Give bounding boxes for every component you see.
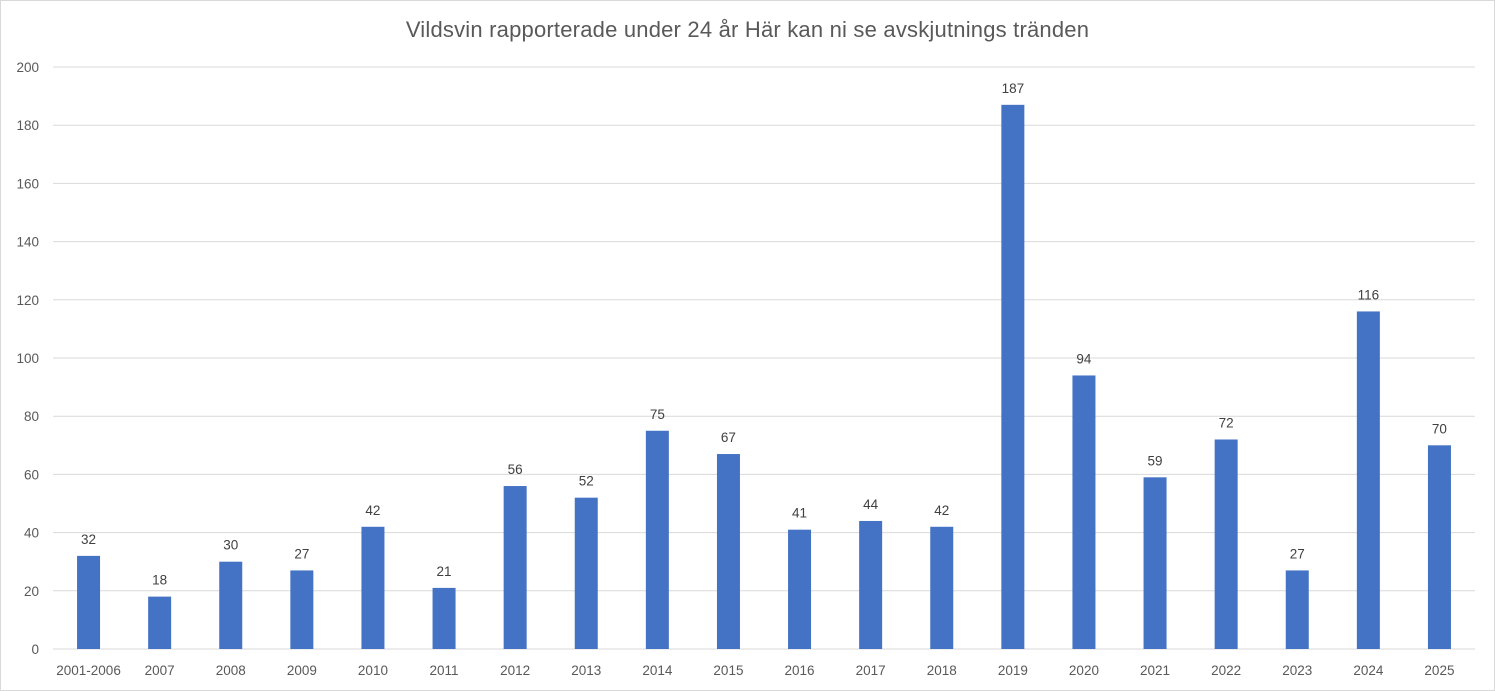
bar-2010 bbox=[361, 526, 385, 649]
y-tick-label: 180 bbox=[16, 118, 39, 133]
bar-2025 bbox=[1427, 445, 1451, 649]
bar-2001-2006 bbox=[77, 555, 101, 649]
data-label: 59 bbox=[1148, 453, 1163, 468]
x-tick-label: 2019 bbox=[998, 663, 1028, 678]
bar-2011 bbox=[432, 587, 456, 649]
bar-2007 bbox=[148, 596, 172, 649]
bar-2023 bbox=[1285, 570, 1309, 649]
y-tick-label: 140 bbox=[16, 235, 39, 250]
y-tick-label: 80 bbox=[24, 409, 39, 424]
bar-2024 bbox=[1356, 311, 1380, 649]
data-label: 27 bbox=[294, 546, 309, 561]
x-tick-label: 2022 bbox=[1211, 663, 1241, 678]
y-tick-label: 200 bbox=[16, 60, 39, 75]
data-label: 67 bbox=[721, 430, 736, 445]
bar-2012 bbox=[503, 486, 527, 649]
data-label: 116 bbox=[1358, 287, 1380, 302]
y-tick-label: 20 bbox=[24, 584, 39, 599]
bar-2008 bbox=[219, 561, 243, 649]
x-tick-label: 2017 bbox=[856, 663, 886, 678]
data-label: 21 bbox=[437, 564, 452, 579]
x-tick-label: 2001-2006 bbox=[56, 663, 121, 678]
x-axis-ticks: 2001-2006 2007 2008 2009 2010 2011 2012 2013 201… bbox=[56, 663, 1454, 678]
data-label: 32 bbox=[81, 532, 96, 547]
x-tick-label: 2021 bbox=[1140, 663, 1170, 678]
bar-2019 bbox=[1001, 104, 1025, 649]
data-labels: 32 18 30 27 42 21 56 52 75 67 41 44 42 187 94 59 72 27 116… bbox=[81, 81, 1447, 588]
data-label: 187 bbox=[1002, 81, 1025, 96]
bar-2021 bbox=[1143, 477, 1167, 649]
bar-2020 bbox=[1072, 375, 1096, 649]
bar-2013 bbox=[574, 497, 598, 649]
x-tick-label: 2023 bbox=[1282, 663, 1312, 678]
x-tick-label: 2024 bbox=[1353, 663, 1384, 678]
data-label: 18 bbox=[152, 573, 167, 588]
bars bbox=[77, 104, 1451, 649]
data-label: 44 bbox=[863, 497, 879, 512]
data-label: 27 bbox=[1290, 546, 1305, 561]
x-tick-label: 2010 bbox=[358, 663, 388, 678]
data-label: 70 bbox=[1432, 421, 1447, 436]
y-tick-label: 120 bbox=[16, 293, 39, 308]
bar-2017 bbox=[859, 520, 883, 649]
chart-title: Vildsvin rapporterade under 24 år Här ka… bbox=[405, 17, 1090, 42]
x-tick-label: 2016 bbox=[785, 663, 815, 678]
data-label: 52 bbox=[579, 474, 594, 489]
bar-2022 bbox=[1214, 439, 1238, 649]
data-label: 30 bbox=[223, 538, 238, 553]
x-tick-label: 2015 bbox=[713, 663, 743, 678]
data-label: 72 bbox=[1219, 415, 1234, 430]
x-tick-label: 2012 bbox=[500, 663, 530, 678]
data-label: 75 bbox=[650, 407, 665, 422]
y-tick-label: 60 bbox=[24, 467, 39, 482]
x-tick-label: 2025 bbox=[1424, 663, 1454, 678]
data-label: 42 bbox=[934, 503, 949, 518]
bar-2015 bbox=[716, 454, 740, 649]
bar-2018 bbox=[930, 526, 954, 649]
y-axis-ticks: 0 20 40 60 80 100 120 140 160 180 200 bbox=[16, 60, 39, 657]
x-tick-label: 2009 bbox=[287, 663, 317, 678]
y-tick-label: 0 bbox=[31, 642, 39, 657]
x-tick-label: 2011 bbox=[430, 663, 459, 678]
y-tick-label: 100 bbox=[16, 351, 39, 366]
data-label: 94 bbox=[1076, 351, 1092, 366]
bar-2009 bbox=[290, 570, 314, 649]
x-tick-label: 2013 bbox=[571, 663, 601, 678]
data-label: 42 bbox=[365, 503, 380, 518]
y-tick-label: 160 bbox=[16, 176, 39, 191]
bar-2014 bbox=[645, 430, 669, 649]
x-tick-label: 2018 bbox=[927, 663, 957, 678]
gridlines bbox=[53, 66, 1475, 650]
x-tick-label: 2014 bbox=[642, 663, 673, 678]
y-tick-label: 40 bbox=[24, 526, 39, 541]
x-tick-label: 2008 bbox=[216, 663, 246, 678]
data-label: 56 bbox=[508, 462, 523, 477]
x-tick-label: 2020 bbox=[1069, 663, 1099, 678]
data-label: 41 bbox=[792, 506, 807, 521]
bar-2016 bbox=[788, 529, 812, 649]
x-tick-label: 2007 bbox=[145, 663, 175, 678]
